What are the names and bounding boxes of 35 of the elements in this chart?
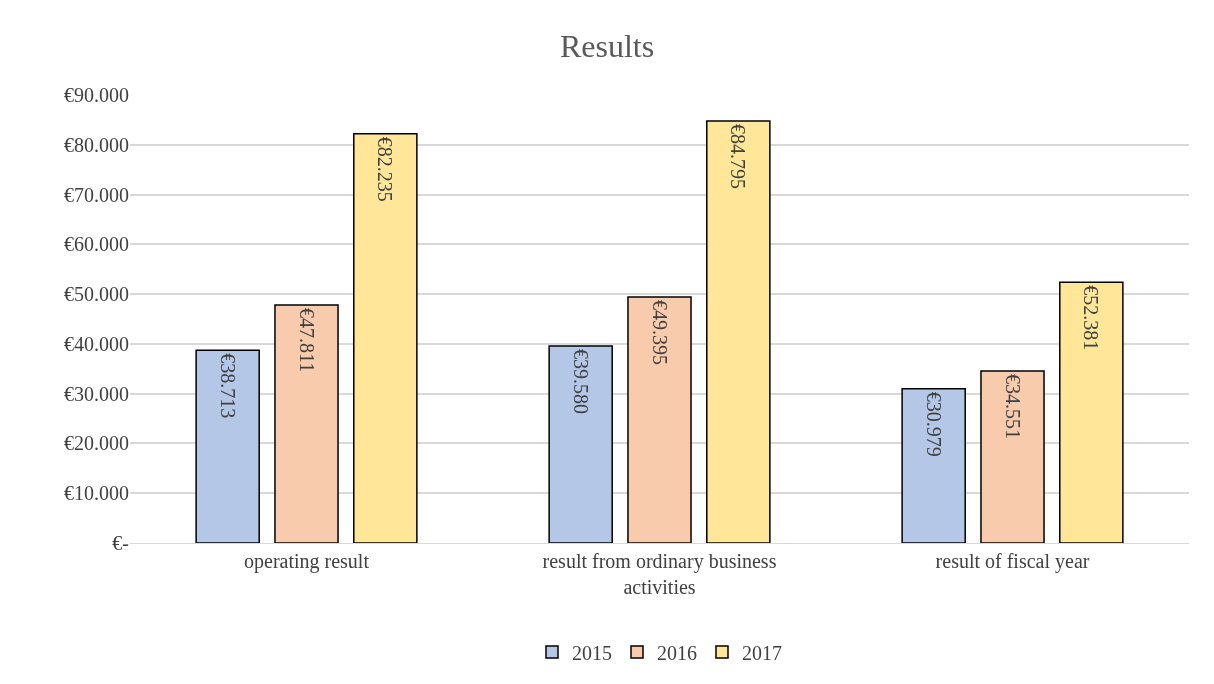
bar <box>353 132 418 543</box>
data-label: €34.551 <box>1001 374 1024 440</box>
y-tick-label: €70.000 <box>64 183 129 206</box>
bar <box>548 345 613 543</box>
data-label: €82.235 <box>374 136 397 202</box>
y-tick-label: €60.000 <box>64 233 129 256</box>
y-tick-label: €- <box>112 532 129 554</box>
y-tick-label: €20.000 <box>64 432 129 455</box>
x-tick-label: result from ordinary business activities <box>542 550 777 598</box>
bar <box>706 120 771 543</box>
x-tick-label: operating result <box>244 550 370 573</box>
x-tick-label: result of fiscal year <box>935 550 1090 573</box>
bar <box>1059 281 1124 543</box>
y-tick-label: €80.000 <box>64 133 129 156</box>
y-tick-label: €40.000 <box>64 332 129 355</box>
data-label: €30.979 <box>922 391 945 457</box>
bar <box>901 388 966 543</box>
bar <box>627 296 692 543</box>
legend-label: 2015 <box>572 641 612 664</box>
data-label: €39.580 <box>569 348 592 414</box>
y-tick-label: €90.000 <box>64 84 129 106</box>
data-label: €52.381 <box>1080 285 1103 351</box>
data-label: €84.795 <box>727 123 750 189</box>
bar <box>195 349 260 543</box>
y-tick-label: €50.000 <box>64 283 129 306</box>
legend-label: 2017 <box>742 641 782 664</box>
y-tick-label: €10.000 <box>64 482 129 505</box>
bar <box>980 370 1045 543</box>
data-label: €49.395 <box>648 300 671 366</box>
chart-title: Results <box>559 27 655 64</box>
legend-label: 2016 <box>657 641 697 664</box>
y-tick-label: €30.000 <box>64 382 129 405</box>
data-label: €38.713 <box>216 353 239 419</box>
bar <box>274 304 339 543</box>
data-label: €47.811 <box>295 308 318 373</box>
